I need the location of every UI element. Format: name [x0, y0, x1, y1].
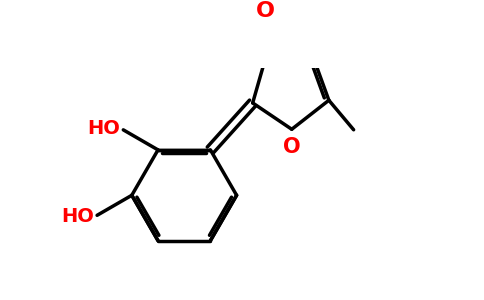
Text: O: O	[256, 1, 275, 21]
Text: O: O	[283, 137, 301, 157]
Text: HO: HO	[61, 207, 94, 226]
Text: HO: HO	[87, 119, 120, 138]
